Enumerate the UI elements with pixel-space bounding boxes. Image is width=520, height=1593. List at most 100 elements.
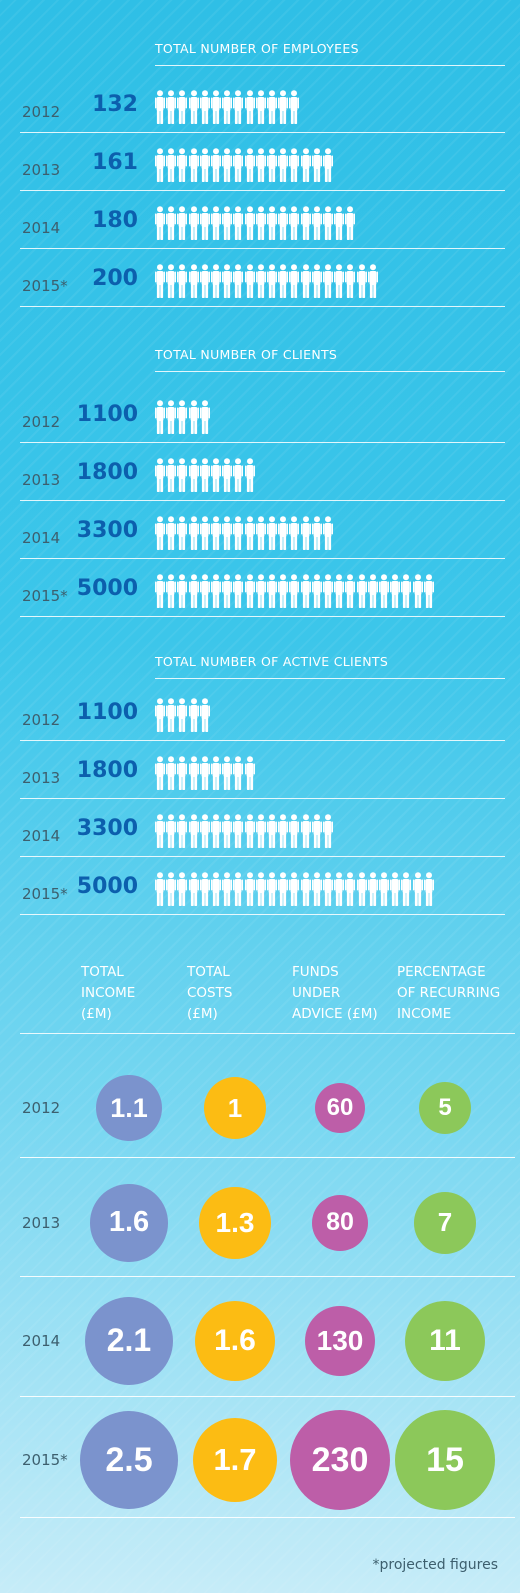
person-icon — [188, 814, 199, 848]
person-icon — [267, 872, 277, 906]
year-label: 2012 — [22, 103, 61, 121]
header-total-costs: TOTAL COSTS (£M) — [187, 962, 232, 1025]
chart-row: 2013 1800 — [20, 442, 505, 501]
person-icon — [255, 90, 266, 124]
person-icon — [244, 756, 255, 790]
person-icon — [300, 148, 311, 182]
person-icon — [188, 872, 199, 906]
person-icon — [155, 756, 165, 790]
person-icon — [188, 148, 199, 182]
person-icon — [155, 90, 165, 124]
person-icon — [323, 872, 333, 906]
person-icon — [155, 698, 165, 732]
pictogram-bar — [155, 148, 505, 184]
active-clients-section-title: TOTAL NUMBER OF ACTIVE CLIENTS — [155, 654, 389, 669]
value-label: 1100 — [76, 700, 138, 725]
person-icon — [177, 814, 188, 848]
chart-row: 2013 161 — [20, 132, 505, 191]
person-icon — [211, 90, 221, 124]
person-icon — [244, 206, 255, 240]
person-icon — [311, 872, 322, 906]
value-bubble: 1.3 — [199, 1187, 271, 1259]
value-label: 1800 — [76, 460, 138, 485]
person-icon — [289, 814, 300, 848]
person-icon — [211, 148, 221, 182]
pictogram-bar — [155, 872, 505, 908]
value-bubble: 1 — [204, 1077, 266, 1139]
person-icon — [211, 264, 221, 298]
chart-row: 2015* 5000 — [20, 856, 505, 915]
year-label: 2013 — [22, 471, 61, 489]
person-icon — [166, 148, 177, 182]
person-icon — [267, 574, 277, 608]
person-icon — [289, 206, 300, 240]
clients-section-title: TOTAL NUMBER OF CLIENTS — [155, 347, 338, 362]
person-icon — [199, 148, 210, 182]
value-label: 1100 — [76, 402, 138, 427]
header-line: FUNDS — [292, 964, 339, 980]
row-divider — [20, 856, 505, 857]
person-icon — [334, 206, 345, 240]
value-label: 5000 — [76, 576, 138, 601]
person-icon — [233, 90, 244, 124]
value-bubble: 7 — [414, 1192, 476, 1254]
person-icon — [166, 206, 177, 240]
person-icon — [255, 264, 266, 298]
person-icon — [423, 574, 434, 608]
year-label: 2012 — [22, 413, 61, 431]
person-icon — [345, 264, 356, 298]
value-bubble: 230 — [290, 1410, 390, 1510]
person-icon — [323, 206, 333, 240]
row-divider — [20, 248, 505, 249]
person-icon — [345, 574, 356, 608]
value-label: 3300 — [76, 816, 138, 841]
person-icon — [367, 264, 378, 298]
person-icon — [188, 516, 199, 550]
person-icon — [222, 148, 233, 182]
person-icon — [356, 574, 367, 608]
chart-row: 2013 1800 — [20, 740, 505, 799]
person-icon — [211, 516, 221, 550]
value-label: 180 — [92, 208, 138, 233]
header-line: UNDER — [292, 985, 341, 1001]
person-icon — [199, 574, 210, 608]
person-icon — [188, 400, 199, 434]
value-bubble: 2.5 — [80, 1411, 178, 1509]
person-icon — [188, 206, 199, 240]
person-icon — [199, 264, 210, 298]
person-icon — [233, 756, 244, 790]
person-icon — [177, 264, 188, 298]
person-icon — [278, 574, 289, 608]
person-icon — [356, 264, 367, 298]
person-icon — [334, 574, 345, 608]
row-divider — [20, 500, 505, 501]
footnote: *projected figures — [372, 1557, 498, 1573]
pictogram-bar — [155, 574, 505, 610]
person-icon — [233, 206, 244, 240]
person-icon — [255, 814, 266, 848]
person-icon — [155, 814, 165, 848]
person-icon — [166, 264, 177, 298]
person-icon — [323, 264, 333, 298]
person-icon — [166, 458, 177, 492]
row-divider — [20, 1396, 515, 1397]
person-icon — [300, 814, 311, 848]
person-icon — [199, 400, 210, 434]
value-bubble: 1.6 — [90, 1184, 168, 1262]
chart-row: 2015* 5000 — [20, 558, 505, 617]
row-divider — [20, 914, 505, 915]
person-icon — [177, 458, 188, 492]
pictogram-bar — [155, 458, 505, 494]
header-line: INCOME — [81, 985, 136, 1001]
year-label: 2013 — [22, 1214, 61, 1232]
clients-title-line — [155, 371, 505, 372]
person-icon — [177, 574, 188, 608]
person-icon — [188, 264, 199, 298]
person-icon — [222, 516, 233, 550]
person-icon — [222, 814, 233, 848]
person-icon — [222, 756, 233, 790]
person-icon — [379, 872, 389, 906]
person-icon — [177, 90, 188, 124]
person-icon — [244, 90, 255, 124]
row-divider — [20, 1517, 515, 1518]
